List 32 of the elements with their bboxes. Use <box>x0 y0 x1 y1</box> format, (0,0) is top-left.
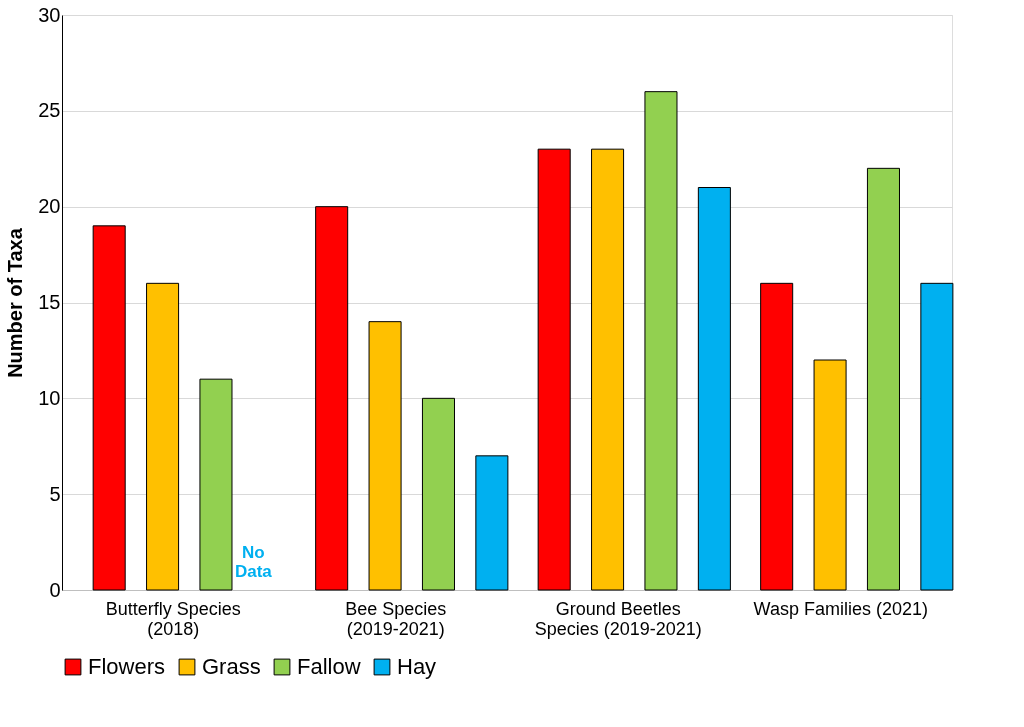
bar <box>537 148 571 591</box>
x-tick-label: Bee Species (2019-2021) <box>345 598 447 639</box>
bar <box>199 378 233 591</box>
bar <box>591 148 625 591</box>
x-tick-label: Ground Beetles Species (2019-2021) <box>534 598 702 639</box>
y-axis-title: Number of Taxa <box>4 227 27 378</box>
bar <box>92 225 126 591</box>
bar <box>421 397 455 591</box>
x-tick-label: Butterfly Species (2018) <box>105 598 241 639</box>
y-tick-label: 20 <box>38 195 61 218</box>
bar <box>760 282 794 591</box>
bar <box>813 359 847 591</box>
bar <box>644 91 678 591</box>
y-tick-label: 25 <box>38 99 61 122</box>
legend-label: Grass <box>202 654 261 679</box>
y-tick-label: 0 <box>49 578 61 601</box>
bar <box>866 167 900 591</box>
y-tick-label: 15 <box>38 291 61 313</box>
bar <box>920 282 954 591</box>
y-tick-label: 5 <box>49 482 61 505</box>
bar <box>146 282 180 591</box>
legend-label: Fallow <box>297 654 361 679</box>
x-tick-label: Wasp Families (2021) <box>753 598 928 619</box>
y-tick-label: 10 <box>38 386 61 409</box>
legend-label: Hay <box>397 654 437 679</box>
bar <box>697 187 731 591</box>
y-tick-label: 30 <box>38 3 61 26</box>
legend-label: Flowers <box>88 654 166 679</box>
bar <box>315 206 349 591</box>
bar <box>475 455 509 591</box>
annotation: No Data <box>234 543 273 581</box>
bar <box>368 321 402 591</box>
